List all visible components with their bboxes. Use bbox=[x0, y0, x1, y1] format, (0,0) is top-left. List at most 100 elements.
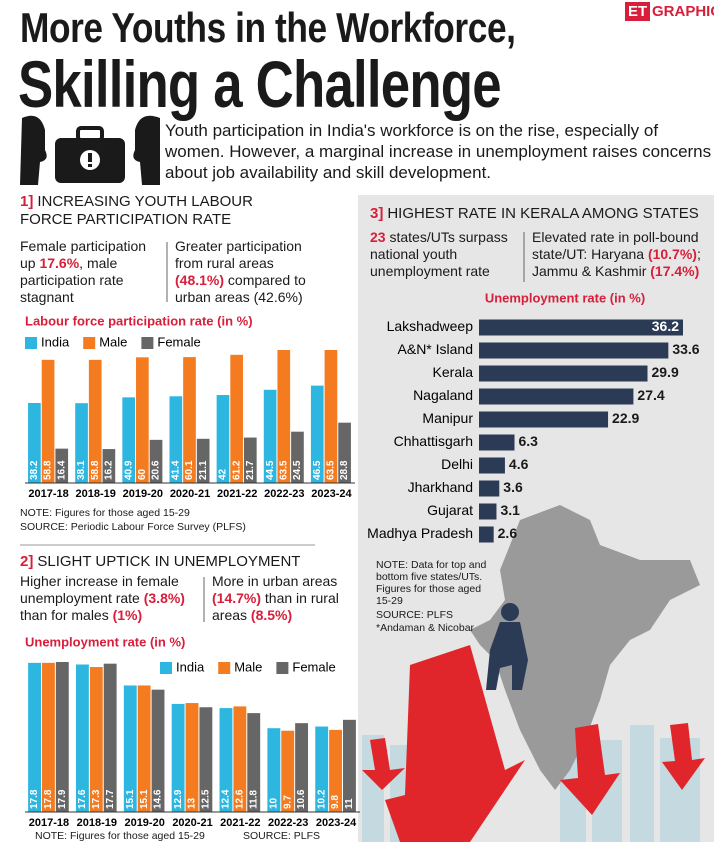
bar bbox=[122, 397, 136, 483]
section-number: 1] bbox=[20, 193, 34, 210]
value-label: 17.7 bbox=[105, 789, 116, 809]
note: SOURCE: Periodic Labour Force Survey (PL… bbox=[20, 521, 246, 533]
x-tick-label: 2020-21 bbox=[170, 488, 210, 500]
legend-swatch bbox=[83, 337, 96, 349]
callout-text: 17.6% bbox=[39, 255, 80, 271]
bar bbox=[185, 703, 199, 812]
bar bbox=[338, 422, 351, 483]
value-label: 13 bbox=[187, 797, 198, 809]
callout-text: ; Jammu & Kashmir bbox=[532, 246, 701, 279]
value-label: 10.2 bbox=[316, 789, 327, 809]
callout-text: Higher increase in female unemployment r… bbox=[20, 573, 179, 606]
value-label: 58.8 bbox=[90, 460, 101, 480]
callout-text: (48.1%) bbox=[175, 272, 225, 288]
note: SOURCE: PLFS bbox=[243, 830, 321, 842]
y-tick-label: Gujarat bbox=[427, 502, 473, 518]
bar bbox=[263, 389, 277, 483]
value-label: 17.8 bbox=[43, 789, 54, 809]
value-label: 15.1 bbox=[139, 789, 150, 809]
bar bbox=[343, 719, 356, 812]
x-tick-label: 2023-24 bbox=[316, 817, 357, 829]
x-tick-label: 2022-23 bbox=[268, 817, 308, 829]
value-label: 12.5 bbox=[201, 789, 212, 809]
bar bbox=[199, 707, 213, 812]
value-label: 9.7 bbox=[282, 795, 293, 809]
value-label: 16.2 bbox=[104, 460, 115, 480]
value-label: 17.3 bbox=[91, 789, 102, 809]
value-label: 36.2 bbox=[652, 318, 679, 334]
callout-text: than for males bbox=[20, 607, 113, 623]
callout-text: Female participation up bbox=[20, 238, 147, 271]
callout-text: states/UTs surpass national youth unempl… bbox=[370, 229, 508, 279]
legend-swatch bbox=[25, 337, 37, 349]
x-tick-label: 2017-18 bbox=[29, 817, 69, 829]
value-label: 40.9 bbox=[123, 460, 134, 480]
bar bbox=[196, 438, 210, 483]
figure bbox=[486, 603, 528, 690]
bar bbox=[137, 685, 151, 812]
x-tick-label: 2020-21 bbox=[172, 817, 212, 829]
bar bbox=[41, 662, 55, 812]
callout: More in urban areas (14.7%) than in rura… bbox=[212, 573, 352, 624]
callout: Female participation up 17.6%, male part… bbox=[20, 238, 165, 306]
bar bbox=[151, 689, 165, 812]
value-label: 22.9 bbox=[612, 410, 639, 426]
note: *Andaman & Nicobar bbox=[376, 622, 475, 634]
value-label: 10.6 bbox=[296, 789, 307, 809]
section-title: SLIGHT UPTICK IN UNEMPLOYMENT bbox=[37, 553, 301, 570]
value-label: 17.9 bbox=[57, 789, 68, 809]
section-header: 2] SLIGHT UPTICK IN UNEMPLOYMENT bbox=[20, 553, 350, 571]
bar bbox=[149, 439, 163, 483]
value-label: 14.6 bbox=[153, 789, 164, 809]
x-tick-label: 2021-22 bbox=[220, 817, 260, 829]
section-number: 2] bbox=[20, 553, 34, 570]
icons bbox=[20, 115, 160, 185]
value-label: 6.3 bbox=[519, 433, 539, 449]
bar bbox=[123, 685, 137, 812]
bar bbox=[479, 526, 494, 543]
value-label: 41.4 bbox=[170, 460, 181, 480]
value-label: 63.5 bbox=[278, 460, 289, 480]
value-label: 10 bbox=[268, 797, 279, 809]
bar bbox=[219, 708, 233, 812]
callout: Higher increase in female unemployment r… bbox=[20, 573, 202, 624]
legend-swatch bbox=[276, 662, 289, 674]
callout: Elevated rate in poll-bound state/UT: Ha… bbox=[532, 229, 714, 280]
value-label: 20.6 bbox=[151, 460, 162, 480]
x-tick-label: 2023-24 bbox=[311, 488, 352, 500]
callout-text: (1%) bbox=[112, 607, 143, 623]
brand-badge: ET bbox=[625, 2, 651, 21]
bar bbox=[233, 706, 247, 812]
note: NOTE: Figures for those aged 15-29 bbox=[35, 830, 205, 842]
value-label: 28.8 bbox=[339, 460, 350, 480]
india-map bbox=[470, 505, 700, 790]
y-tick-label: Kerala bbox=[433, 364, 474, 380]
value-label: 2.6 bbox=[498, 525, 518, 541]
callout-text: (10.7%) bbox=[647, 246, 697, 262]
note: SOURCE: PLFS bbox=[376, 609, 454, 621]
legend-label: Male bbox=[99, 334, 127, 349]
bar bbox=[28, 402, 41, 483]
y-tick-label: Manipur bbox=[422, 410, 473, 426]
value-label: 24.5 bbox=[292, 460, 303, 480]
callout-text: (8.5%) bbox=[250, 607, 293, 623]
bar bbox=[41, 359, 55, 483]
bar bbox=[55, 448, 69, 483]
bar bbox=[315, 726, 329, 812]
value-label: 12.6 bbox=[234, 789, 245, 809]
bar bbox=[479, 319, 683, 336]
value-label: 16.4 bbox=[56, 460, 67, 480]
bar bbox=[479, 480, 500, 497]
x-tick-label: 2018-19 bbox=[76, 488, 116, 500]
bar bbox=[324, 350, 338, 483]
bar bbox=[136, 357, 149, 483]
bar bbox=[171, 703, 185, 812]
section-title: HIGHEST RATE IN KERALA AMONG STATES bbox=[387, 205, 699, 222]
chart-title: Unemployment rate (in %) bbox=[485, 290, 645, 305]
value-label: 60.1 bbox=[184, 460, 195, 480]
callout-text: More in urban areas bbox=[212, 573, 338, 589]
value-label: 58.8 bbox=[43, 460, 54, 480]
value-label: 3.6 bbox=[503, 479, 523, 495]
bar bbox=[183, 357, 196, 483]
